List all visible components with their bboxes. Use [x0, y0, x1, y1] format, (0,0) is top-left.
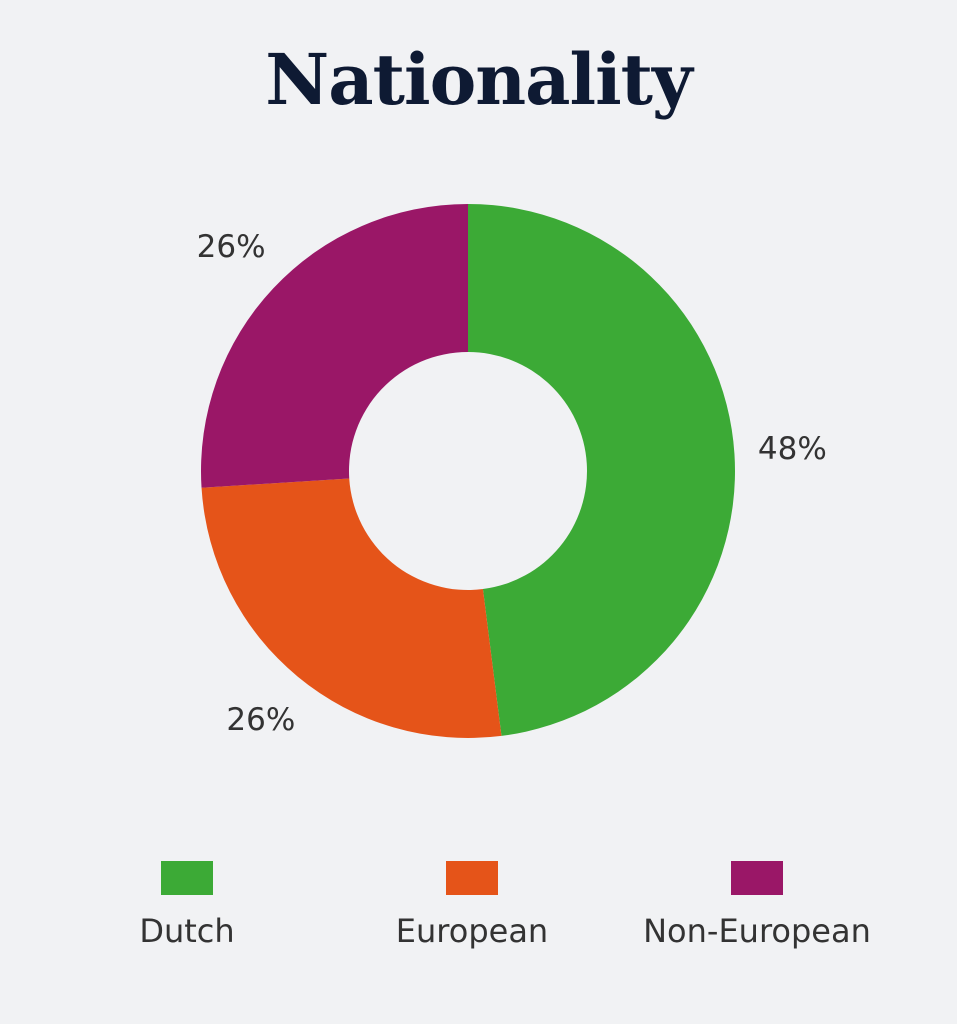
legend-label-non-european: Non-European: [643, 912, 871, 950]
data-label-european: 26%: [226, 702, 295, 738]
legend-swatch-non-european: [731, 861, 783, 895]
legend-label-european: European: [395, 912, 549, 950]
data-label-dutch: 48%: [758, 431, 827, 467]
donut-slice-non-european: [201, 204, 469, 488]
legend-swatch-dutch: [161, 861, 213, 895]
data-labels: 48% 26% 26%: [197, 229, 827, 738]
donut-slices: [201, 204, 736, 739]
donut-slice-european: [201, 478, 502, 739]
legend-label-dutch: Dutch: [139, 912, 235, 950]
chart-title: Nationality: [265, 38, 692, 121]
data-label-non-european: 26%: [197, 229, 266, 265]
donut-slice-dutch: [468, 204, 736, 736]
legend-swatch-european: [446, 861, 498, 895]
